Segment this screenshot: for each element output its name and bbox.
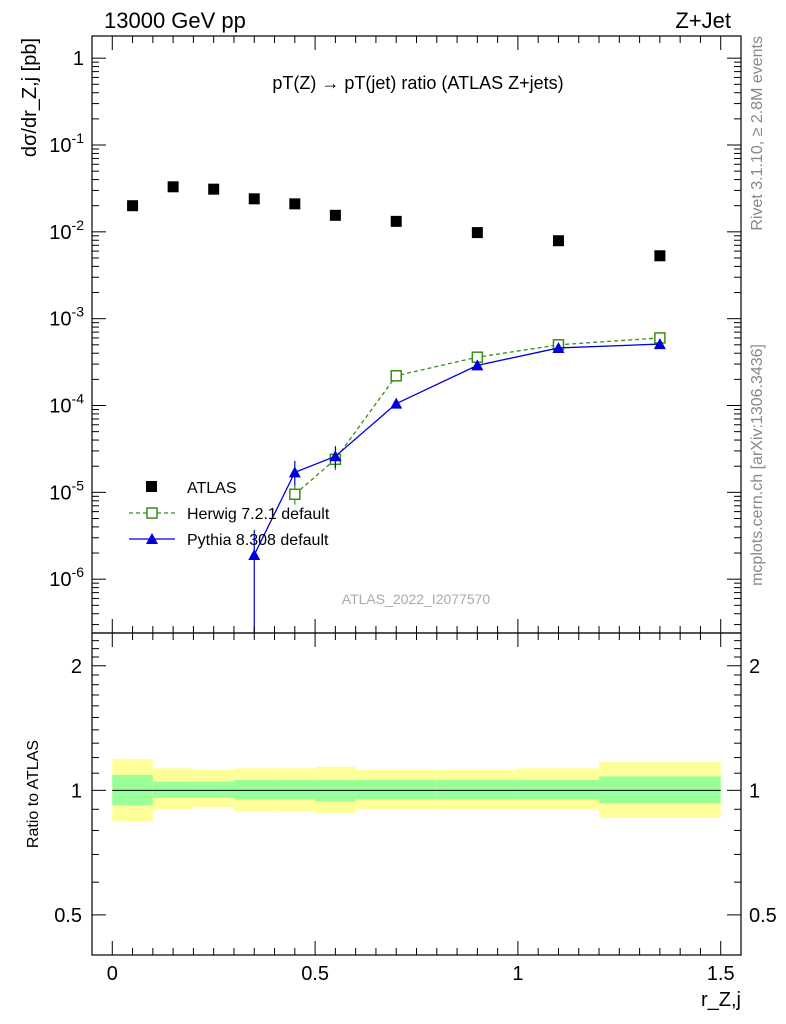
main-y-tick-label: 10-5: [49, 477, 84, 504]
legend-herwig-marker: [146, 507, 158, 519]
legend-herwig-label: Herwig 7.2.1 default: [187, 506, 330, 523]
analysis-watermark: ATLAS_2022_I2077570: [342, 591, 491, 607]
pythia-point: [329, 450, 342, 462]
ratio-y-tick-label-right: 2: [749, 656, 760, 678]
plot-title: pT(Z) → pT(jet) ratio (ATLAS Z+jets): [272, 73, 563, 93]
legend-pythia-marker: [146, 533, 158, 544]
x-tick-label: 0.5: [301, 963, 329, 985]
mcplots-label: mcplots.cern.ch [arXiv:1306.3436]: [749, 344, 766, 586]
ratio-y-tick-label-right: 0.5: [749, 905, 777, 927]
atlas-data-point: [471, 227, 483, 239]
atlas-data-point: [552, 235, 564, 247]
atlas-data-point: [390, 215, 402, 227]
x-axis-label: r_Z,j: [701, 989, 741, 1011]
atlas-data-point: [654, 250, 666, 262]
ratio-y-tick-label-right: 1: [749, 780, 760, 802]
main-y-axis-label: dσ/dr_Z,j [pb]: [19, 38, 41, 157]
header-right: Z+Jet: [675, 8, 731, 33]
ratio-inner-band: [274, 779, 316, 800]
ratio-inner-band: [436, 779, 518, 800]
header-left: 13000 GeV pp: [104, 8, 246, 33]
pythia-point: [552, 341, 565, 353]
pythia-point: [653, 338, 666, 350]
main-y-tick-label: 10-1: [49, 130, 84, 157]
ratio-inner-band: [355, 779, 437, 800]
main-y-tick-label: 1: [73, 48, 84, 70]
pythia-point: [248, 548, 261, 560]
ratio-inner-band: [233, 779, 275, 800]
ratio-y-tick-label: 2: [71, 656, 82, 678]
ratio-inner-band: [193, 781, 234, 798]
atlas-data-point: [167, 181, 179, 193]
rivet-version-label: Rivet 3.1.10, ≥ 2.8M events: [749, 36, 766, 231]
ratio-y-axis-label: Ratio to ATLAS: [25, 740, 42, 848]
herwig-point: [390, 370, 402, 382]
atlas-data-point: [208, 183, 220, 195]
atlas-data-point: [248, 193, 260, 205]
main-y-tick-label: 10-3: [49, 304, 84, 331]
legend: ATLAS Herwig 7.2.1 default Pythia 8.308 …: [129, 480, 330, 549]
ratio-inner-band: [152, 781, 194, 798]
atlas-data-point: [289, 198, 301, 210]
herwig-series-line: [294, 337, 660, 495]
pythia-point: [288, 466, 301, 478]
x-tick-label: 0: [107, 963, 118, 985]
ratio-y-tick-label: 1: [71, 780, 82, 802]
atlas-data-point: [127, 200, 139, 212]
x-tick-label: 1.5: [707, 963, 735, 985]
ratio-inner-band: [517, 779, 600, 800]
main-y-tick-label: 10-2: [49, 217, 84, 244]
pythia-point: [471, 359, 484, 371]
x-tick-label: 1: [512, 963, 523, 985]
legend-pythia-label: Pythia 8.308 default: [187, 532, 329, 549]
main-y-tick-label: 10-6: [49, 564, 84, 591]
pythia-point: [390, 397, 403, 409]
legend-atlas-marker: [146, 481, 157, 492]
legend-atlas-label: ATLAS: [187, 480, 237, 497]
pythia-series-line: [253, 343, 660, 556]
main-y-tick-label: 10-4: [49, 391, 84, 418]
herwig-point: [289, 488, 301, 501]
atlas-data-point: [329, 209, 341, 221]
ratio-y-tick-label: 0.5: [54, 905, 82, 927]
